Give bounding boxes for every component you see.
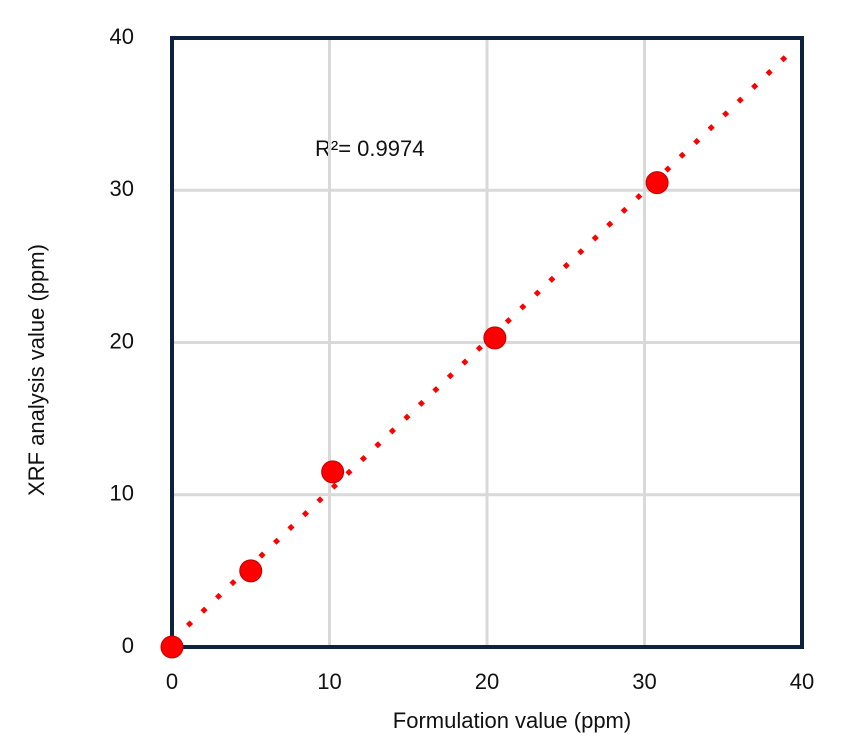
x-tick-label: 20 bbox=[475, 669, 499, 694]
x-axis-label: Formulation value (ppm) bbox=[393, 708, 631, 733]
plot-frame bbox=[170, 36, 804, 649]
data-point bbox=[160, 635, 184, 659]
x-tick-label: 10 bbox=[317, 669, 341, 694]
x-tick-label: 30 bbox=[632, 669, 656, 694]
data-point bbox=[321, 460, 345, 484]
y-tick-label: 20 bbox=[110, 328, 134, 353]
y-axis-label: XRF analysis value (ppm) bbox=[24, 244, 49, 496]
data-point bbox=[483, 326, 507, 350]
data-point bbox=[239, 559, 263, 583]
data-point bbox=[645, 171, 669, 195]
x-tick-label: 40 bbox=[790, 669, 814, 694]
y-tick-label: 10 bbox=[110, 481, 134, 506]
y-tick-label: 0 bbox=[122, 633, 134, 658]
y-tick-label: 30 bbox=[110, 176, 134, 201]
r-squared-annotation: R²= 0.9974 bbox=[315, 136, 424, 161]
y-tick-label: 40 bbox=[110, 24, 134, 49]
x-tick-label: 0 bbox=[166, 669, 178, 694]
